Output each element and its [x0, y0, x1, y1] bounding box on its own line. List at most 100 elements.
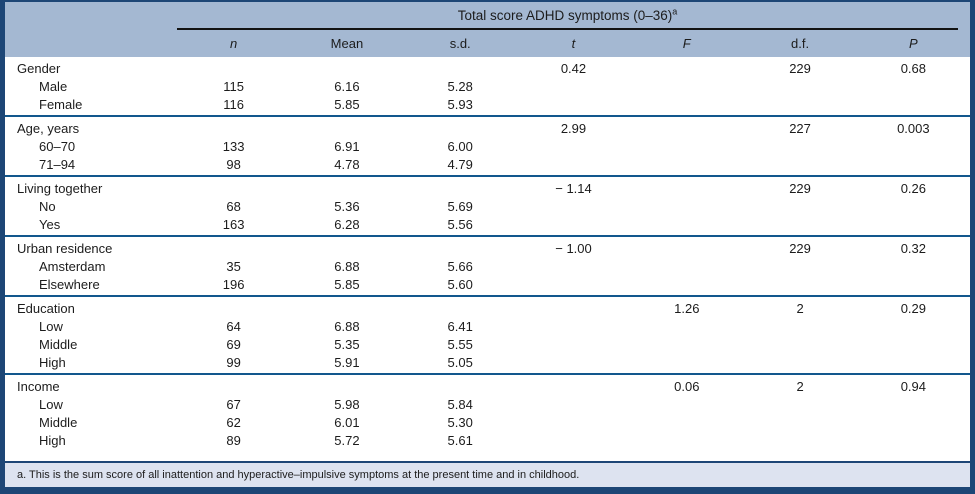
row-label: Male — [39, 78, 68, 94]
stat-t: 0.42 — [560, 60, 587, 76]
stat-df: 227 — [789, 120, 811, 136]
cell-n: 67 — [226, 396, 241, 412]
table-section: Education 1.26 2 0.29 Low 64 6.88 6.41 Middle 69 5… — [5, 295, 970, 373]
cell-n: 196 — [222, 276, 245, 292]
stat-df: 229 — [789, 60, 811, 76]
group-label: Living together — [17, 180, 103, 196]
group-header-row: Education 1.26 2 0.29 — [5, 299, 970, 317]
group-label: Gender — [17, 60, 61, 76]
table-row: 60–70 133 6.91 6.00 — [5, 137, 970, 155]
stat-df: 229 — [789, 180, 811, 196]
table-row: Female 116 5.85 5.93 — [5, 95, 970, 113]
table-title: Total score ADHD symptoms (0–36) — [457, 8, 673, 23]
table-row: Middle 62 6.01 5.30 — [5, 413, 970, 431]
cell-mean: 5.36 — [334, 198, 360, 214]
row-label: Elsewhere — [39, 276, 100, 292]
cell-n: 163 — [222, 216, 245, 232]
cell-sd: 5.69 — [447, 198, 473, 214]
row-label: High — [39, 354, 66, 370]
cell-n: 98 — [226, 156, 241, 172]
stat-t: − 1.00 — [555, 240, 592, 256]
cell-n: 116 — [223, 96, 244, 112]
row-label: Low — [39, 318, 63, 334]
table-row: High 99 5.91 5.05 — [5, 353, 970, 371]
cell-sd: 5.28 — [447, 78, 473, 94]
table-header: Total score ADHD symptoms (0–36)a n Mean… — [5, 2, 970, 57]
group-header-row: Gender 0.42 229 0.68 — [5, 59, 970, 77]
stat-F: 1.26 — [674, 300, 700, 316]
cell-sd: 6.00 — [447, 138, 473, 154]
cell-n: 99 — [226, 354, 241, 370]
cell-sd: 5.56 — [447, 216, 473, 232]
table-body: Gender 0.42 229 0.68 Male 115 6.16 5.28 Female 11… — [5, 57, 970, 461]
stat-P: 0.68 — [900, 60, 926, 76]
stat-P: 0.32 — [900, 240, 926, 256]
table-row: High 89 5.72 5.61 — [5, 431, 970, 449]
stat-t: 2.99 — [560, 120, 587, 136]
cell-mean: 5.91 — [334, 354, 360, 370]
table-title-footnote-mark: a — [672, 6, 678, 17]
table-section: Living together − 1.14 229 0.26 No 68 5.36 5.69… — [5, 175, 970, 235]
cell-mean: 5.72 — [334, 432, 360, 448]
column-header-F: F — [682, 36, 691, 51]
column-header-row: n Mean s.d. t F d.f. P — [5, 30, 970, 57]
row-label: 60–70 — [39, 138, 76, 154]
cell-sd: 5.60 — [447, 276, 473, 292]
cell-mean: 6.16 — [334, 78, 360, 94]
cell-sd: 5.84 — [447, 396, 473, 412]
row-label: Female — [39, 96, 83, 112]
cell-mean: 6.28 — [334, 216, 360, 232]
stat-P: 0.94 — [900, 378, 926, 394]
cell-mean: 5.98 — [334, 396, 360, 412]
row-label: Low — [39, 396, 63, 412]
cell-sd: 6.41 — [447, 318, 473, 334]
column-header-df: d.f. — [791, 36, 810, 51]
stat-P: 0.29 — [900, 300, 926, 316]
column-header-sd: s.d. — [449, 36, 471, 51]
table-footnote: a. This is the sum score of all inattent… — [5, 461, 970, 487]
column-header-P: P — [909, 36, 918, 51]
table-row: Amsterdam 35 6.88 5.66 — [5, 257, 970, 275]
table-section: Age, years 2.99 227 0.003 60–70 133 6.91 6.00 71… — [5, 115, 970, 175]
table-row: Middle 69 5.35 5.55 — [5, 335, 970, 353]
cell-n: 64 — [226, 318, 241, 334]
group-header-row: Urban residence − 1.00 229 0.32 — [5, 239, 970, 257]
table-row: Low 67 5.98 5.84 — [5, 395, 970, 413]
stat-t: − 1.14 — [555, 180, 592, 196]
cell-n: 133 — [222, 138, 245, 154]
cell-n: 62 — [226, 414, 241, 430]
group-header-row: Income 0.06 2 0.94 — [5, 377, 970, 395]
cell-n: 69 — [226, 336, 241, 352]
table-row: No 68 5.36 5.69 — [5, 197, 970, 215]
cell-sd: 4.79 — [447, 156, 473, 172]
cell-sd: 5.93 — [447, 96, 473, 112]
table-row: Elsewhere 196 5.85 5.60 — [5, 275, 970, 293]
stat-P: 0.26 — [900, 180, 926, 196]
table-row: Low 64 6.88 6.41 — [5, 317, 970, 335]
cell-mean: 6.88 — [334, 258, 360, 274]
cell-sd: 5.55 — [447, 336, 473, 352]
stat-df: 229 — [789, 240, 811, 256]
cell-mean: 6.88 — [334, 318, 360, 334]
header-rule — [177, 28, 958, 30]
cell-n: 89 — [226, 432, 241, 448]
cell-mean: 5.85 — [334, 276, 360, 292]
table-row: Male 115 6.16 5.28 — [5, 77, 970, 95]
group-label: Income — [17, 378, 60, 394]
column-header-t: t — [571, 36, 576, 51]
table-row: Yes 163 6.28 5.56 — [5, 215, 970, 233]
row-label: Middle — [39, 336, 78, 352]
cell-n: 35 — [226, 258, 241, 274]
cell-n: 68 — [226, 198, 241, 214]
group-header-row: Age, years 2.99 227 0.003 — [5, 119, 970, 137]
stat-df: 2 — [796, 300, 804, 316]
cell-sd: 5.61 — [447, 432, 473, 448]
group-label: Education — [17, 300, 75, 316]
cell-sd: 5.05 — [447, 354, 473, 370]
row-label: 71–94 — [39, 156, 76, 172]
cell-mean: 5.85 — [334, 96, 360, 112]
table-section: Urban residence − 1.00 229 0.32 Amsterdam 35 6… — [5, 235, 970, 295]
row-label: Middle — [39, 414, 78, 430]
column-header-n: n — [230, 36, 238, 51]
